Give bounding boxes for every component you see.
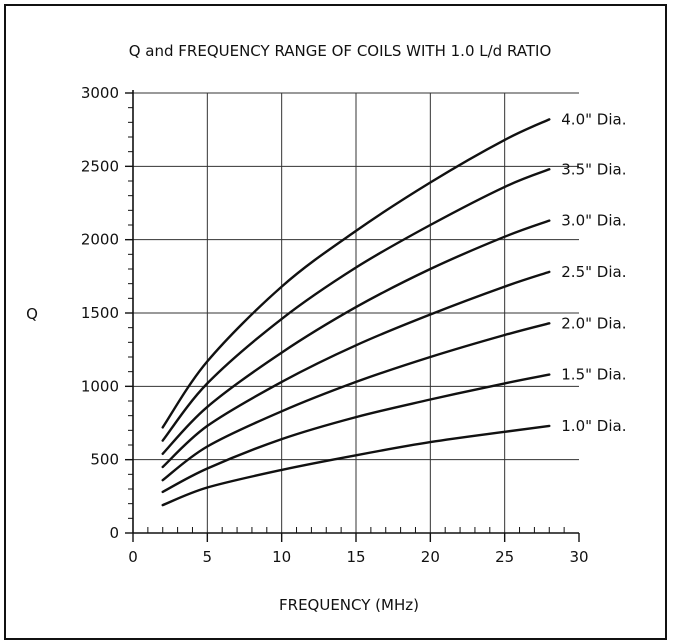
series-line xyxy=(161,118,551,429)
series-label: 2.5" Dia. xyxy=(561,263,626,281)
series-lines xyxy=(161,118,551,507)
x-tick-label: 20 xyxy=(421,548,440,566)
series-label: 1.0" Dia. xyxy=(561,417,626,435)
q-frequency-chart: Q and FREQUENCY RANGE OF COILS WITH 1.0 … xyxy=(26,42,626,614)
series-label: 3.0" Dia. xyxy=(561,212,626,230)
ticks: 0 500 1000 1500 2000 2500 3000 0 5 10 15 20 25 30 xyxy=(81,84,589,566)
x-tick-label: 0 xyxy=(128,548,138,566)
chart-title: Q and FREQUENCY RANGE OF COILS WITH 1.0 … xyxy=(129,42,552,60)
y-tick-label: 1500 xyxy=(81,304,119,322)
x-tick-label: 25 xyxy=(495,548,514,566)
grid xyxy=(133,92,579,533)
series-line xyxy=(161,373,551,494)
x-tick-label: 5 xyxy=(203,548,213,566)
x-tick-label: 10 xyxy=(272,548,291,566)
x-axis-label: FREQUENCY (MHz) xyxy=(279,596,419,614)
series-line xyxy=(161,322,551,482)
series-label: 4.0" Dia. xyxy=(561,110,626,128)
series-line xyxy=(161,168,551,442)
x-tick-label: 30 xyxy=(569,548,588,566)
x-tick-label: 15 xyxy=(346,548,365,566)
y-tick-label: 500 xyxy=(90,451,119,469)
y-tick-label: 2000 xyxy=(81,231,119,249)
chart-frame: Q and FREQUENCY RANGE OF COILS WITH 1.0 … xyxy=(4,4,667,640)
y-tick-label: 1000 xyxy=(81,377,119,395)
series-labels: 1.0" Dia. 1.5" Dia. 2.0" Dia. 2.5" Dia. 3.0"… xyxy=(561,110,626,435)
y-axis-label: Q xyxy=(26,305,38,323)
series-line xyxy=(161,270,551,469)
y-tick-label: 2500 xyxy=(81,157,119,175)
y-tick-label: 0 xyxy=(109,524,119,542)
series-line xyxy=(161,219,551,455)
series-label: 2.0" Dia. xyxy=(561,314,626,332)
series-label: 3.5" Dia. xyxy=(561,160,626,178)
y-tick-label: 3000 xyxy=(81,84,119,102)
series-line xyxy=(161,424,551,507)
series-label: 1.5" Dia. xyxy=(561,366,626,384)
